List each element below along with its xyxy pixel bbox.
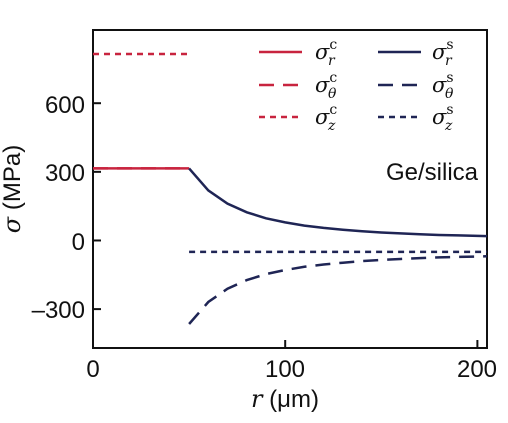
y-tick-label-600: 600 <box>45 92 85 119</box>
legend-superscript: s <box>446 70 453 86</box>
x-tick-label-100: 100 <box>265 356 305 383</box>
x-axis-unit: (μm) <box>269 386 319 413</box>
legend-subscript: r <box>445 53 453 69</box>
x-tick-label-0: 0 <box>86 356 99 383</box>
y-tick-label-neg300: –300 <box>32 297 85 324</box>
y-axis-label: σ (MPa) <box>0 145 26 233</box>
legend-symbol: σ <box>315 105 330 129</box>
legend-symbol: σ <box>432 40 447 64</box>
legend-symbol: σ <box>315 40 330 64</box>
y-axis-unit: (MPa) <box>0 145 26 210</box>
y-tick-label-0: 0 <box>72 229 85 256</box>
legend-subscript: z <box>327 118 336 134</box>
series-layer <box>93 52 488 325</box>
material-annotation: Ge/silica <box>386 159 479 186</box>
x-tick-label-200: 200 <box>457 356 497 383</box>
x-axis-label: r (μm) <box>251 385 319 413</box>
y-tick-label-300: 300 <box>45 160 85 187</box>
plot-frame <box>92 29 488 349</box>
legend-label-sz-c: σc z <box>315 102 337 134</box>
legend-label-st-s: σs θ <box>432 70 454 102</box>
legend-subscript: θ <box>328 86 337 102</box>
legend-superscript: c <box>329 70 337 86</box>
legend-subscript: r <box>328 53 336 69</box>
legend-superscript: c <box>329 102 337 118</box>
x-axis-var: r <box>251 385 264 413</box>
series-line-st-s <box>188 255 488 325</box>
legend-symbol: σ <box>432 105 447 129</box>
legend-symbol: σ <box>432 73 447 97</box>
axis-ticks <box>92 102 479 348</box>
legend-subscript: θ <box>445 86 454 102</box>
legend-subscript: z <box>444 118 453 134</box>
legend-superscript: c <box>329 37 337 53</box>
legend-superscript: s <box>446 37 453 53</box>
legend: σc rσc θσc zσs rσs θσs z <box>259 37 454 134</box>
legend-label-st-c: σc θ <box>315 70 337 102</box>
legend-symbol: σ <box>315 73 330 97</box>
legend-label-sr-s: σs r <box>432 37 454 69</box>
legend-label-sz-s: σs z <box>432 102 454 134</box>
y-axis-var: σ <box>0 216 26 233</box>
series-line-sr-s <box>188 167 488 238</box>
legend-superscript: s <box>446 102 453 118</box>
legend-label-sr-c: σc r <box>315 37 337 69</box>
